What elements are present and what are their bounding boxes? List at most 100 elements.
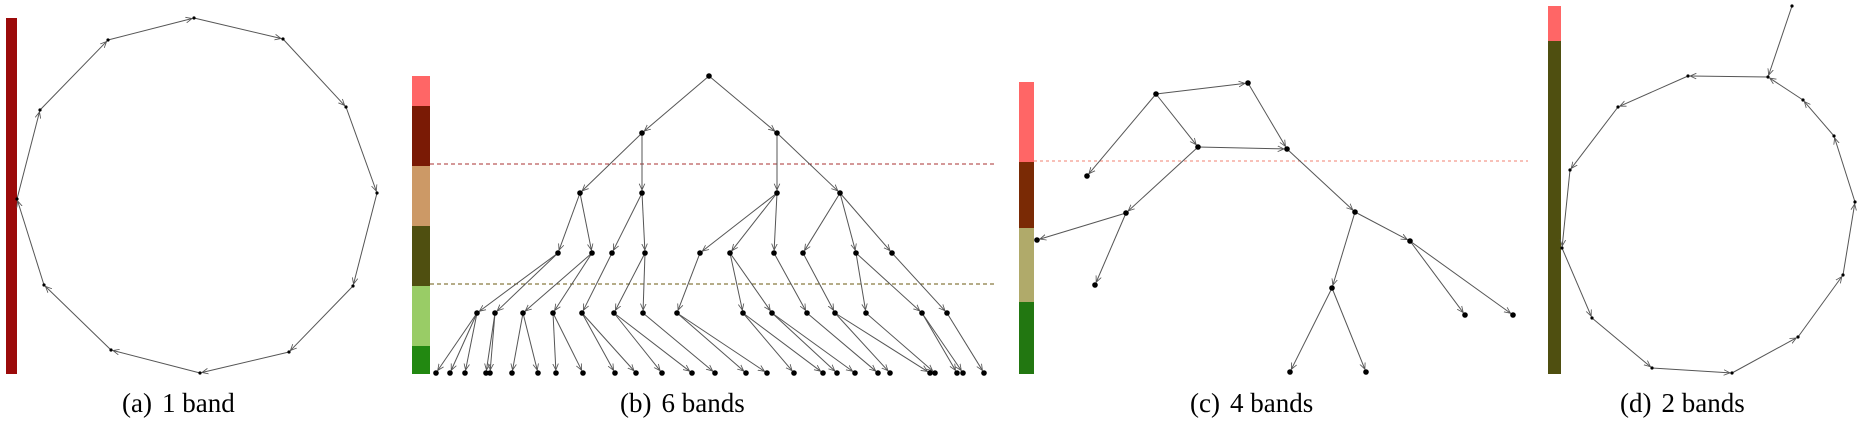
panel-c-edge-6 [1128,146,1199,211]
panel-a-node-6 [287,350,291,354]
panel-b-node-10 [609,250,615,256]
caption-a-text: 1 band [161,388,235,418]
panel-c-edge-1 [1155,83,1245,95]
panel-b-edge-7 [559,192,581,250]
panel-b-node-4 [577,190,583,196]
panel-b-edge-9 [613,192,643,250]
panel-d-node-7 [1650,366,1654,370]
panel-b-edge-23 [643,252,645,310]
panel-d-edge-8 [1731,338,1796,374]
panel-c-node-6 [1123,210,1129,216]
panel-d-node-5 [1560,246,1564,250]
panel-c-edge-14 [1291,287,1333,369]
panel-c-node-4 [1284,146,1290,152]
panel-a-node-3 [344,105,348,109]
panel-b-node-29 [832,310,838,316]
panel-b-node-59 [981,370,987,376]
panel-b-node-49 [791,370,797,376]
panel-d-node-10 [1841,273,1845,277]
panel-b-node-36 [483,370,489,376]
panel-b-edge-40 [552,312,582,370]
panel-c-band-3 [1019,228,1034,302]
panel-b-node-23 [611,310,617,316]
panel-a-node-10 [15,197,19,201]
panel-a-edge-5 [290,285,354,351]
caption-c: (c) 4 bands [1190,388,1313,419]
panel-a-node-9 [42,283,46,287]
panel-d-node-14 [1790,4,1794,8]
panel-b-node-18 [474,310,480,316]
panel-b-node-19 [492,310,498,316]
panel-b-edge-12 [732,192,778,251]
panel-b-edge-34 [466,312,478,370]
panel-b-edge-47 [676,312,765,371]
panel-d-edge-4 [1562,169,1571,246]
panel-b-edge-31 [891,252,945,311]
panel-d-edge-13 [1770,78,1804,101]
panel-b-node-42 [612,370,618,376]
panel-b-edge-44 [613,312,690,371]
panel-b-edge-55 [865,312,933,371]
panel-c-edge-9 [1286,148,1353,210]
panel-c-edge-2 [1089,93,1157,174]
panel-a-edge-8 [45,286,112,351]
panel-b-edge-33 [450,312,478,370]
panel-a-edge-2 [282,38,345,106]
panel-a-band-1 [6,18,17,374]
panel-b-edge-29 [855,252,866,310]
panel-d-node-3 [1616,105,1620,109]
panel-b-node-35 [462,370,468,376]
panel-b-edge-48 [742,312,792,371]
panel-b-node-34 [447,370,453,376]
panel-a-node-1 [192,16,196,20]
panel-b-node-5 [639,190,645,196]
panel-a-edge-10 [16,112,39,200]
panel-d-node-13 [1801,98,1805,102]
panel-b-node-26 [740,310,746,316]
panel-b-node-27 [769,310,775,316]
panel-c-edge-4 [1197,147,1284,149]
panel-c-edge-8 [1096,212,1127,282]
panel-b-node-9 [589,250,595,256]
panel-b-edge-15 [839,192,855,250]
panel-b-edge-35 [486,312,496,370]
caption-b: (b) 6 bands [620,388,745,419]
panel-c-band-2 [1019,162,1034,228]
panel-c-node-11 [1462,312,1468,318]
panel-c-edge-3 [1155,93,1196,145]
panel-b-edge-46 [676,312,744,371]
caption-a: (a) 1 band [122,388,235,419]
panel-b-edge-3 [582,132,643,191]
panel-c-node-10 [1407,238,1413,244]
panel-b-node-28 [804,310,810,316]
panel-d-edge-2 [1620,75,1689,107]
caption-c-text: 4 bands [1229,388,1314,418]
panel-d-node-8 [1730,371,1734,375]
panel-d-edge-12 [1804,102,1835,137]
panel-b-edge-57 [921,312,961,371]
panel-d-band-1 [1548,6,1561,41]
panel-b-node-55 [927,370,933,376]
panel-b-edge-41 [581,312,614,370]
panel-a-edge-6 [202,351,290,373]
panel-b-node-53 [875,370,881,376]
panel-a-node-5 [351,284,355,288]
panel-c-node-3 [1195,144,1201,150]
panel-c-node-7 [1034,237,1040,243]
panel-b-edge-1 [644,75,710,131]
panel-b-edge-50 [771,312,835,371]
panel-b-edge-58 [946,312,982,370]
panel-b-node-24 [640,310,646,316]
panel-d-node-9 [1796,335,1800,339]
panel-b-node-46 [712,370,718,376]
panel-b-node-48 [764,370,770,376]
panel-c-edge-15 [1331,287,1365,369]
panel-d-band-2 [1548,41,1561,374]
panel-b-edge-38 [522,312,537,370]
panel-b-node-21 [550,310,556,316]
panel-a-edge-9 [18,201,45,286]
panel-b-node-6 [774,190,780,196]
panel-b-node-13 [727,250,733,256]
panel-b-band-2 [412,106,430,166]
panel-c-node-5 [1084,173,1090,179]
